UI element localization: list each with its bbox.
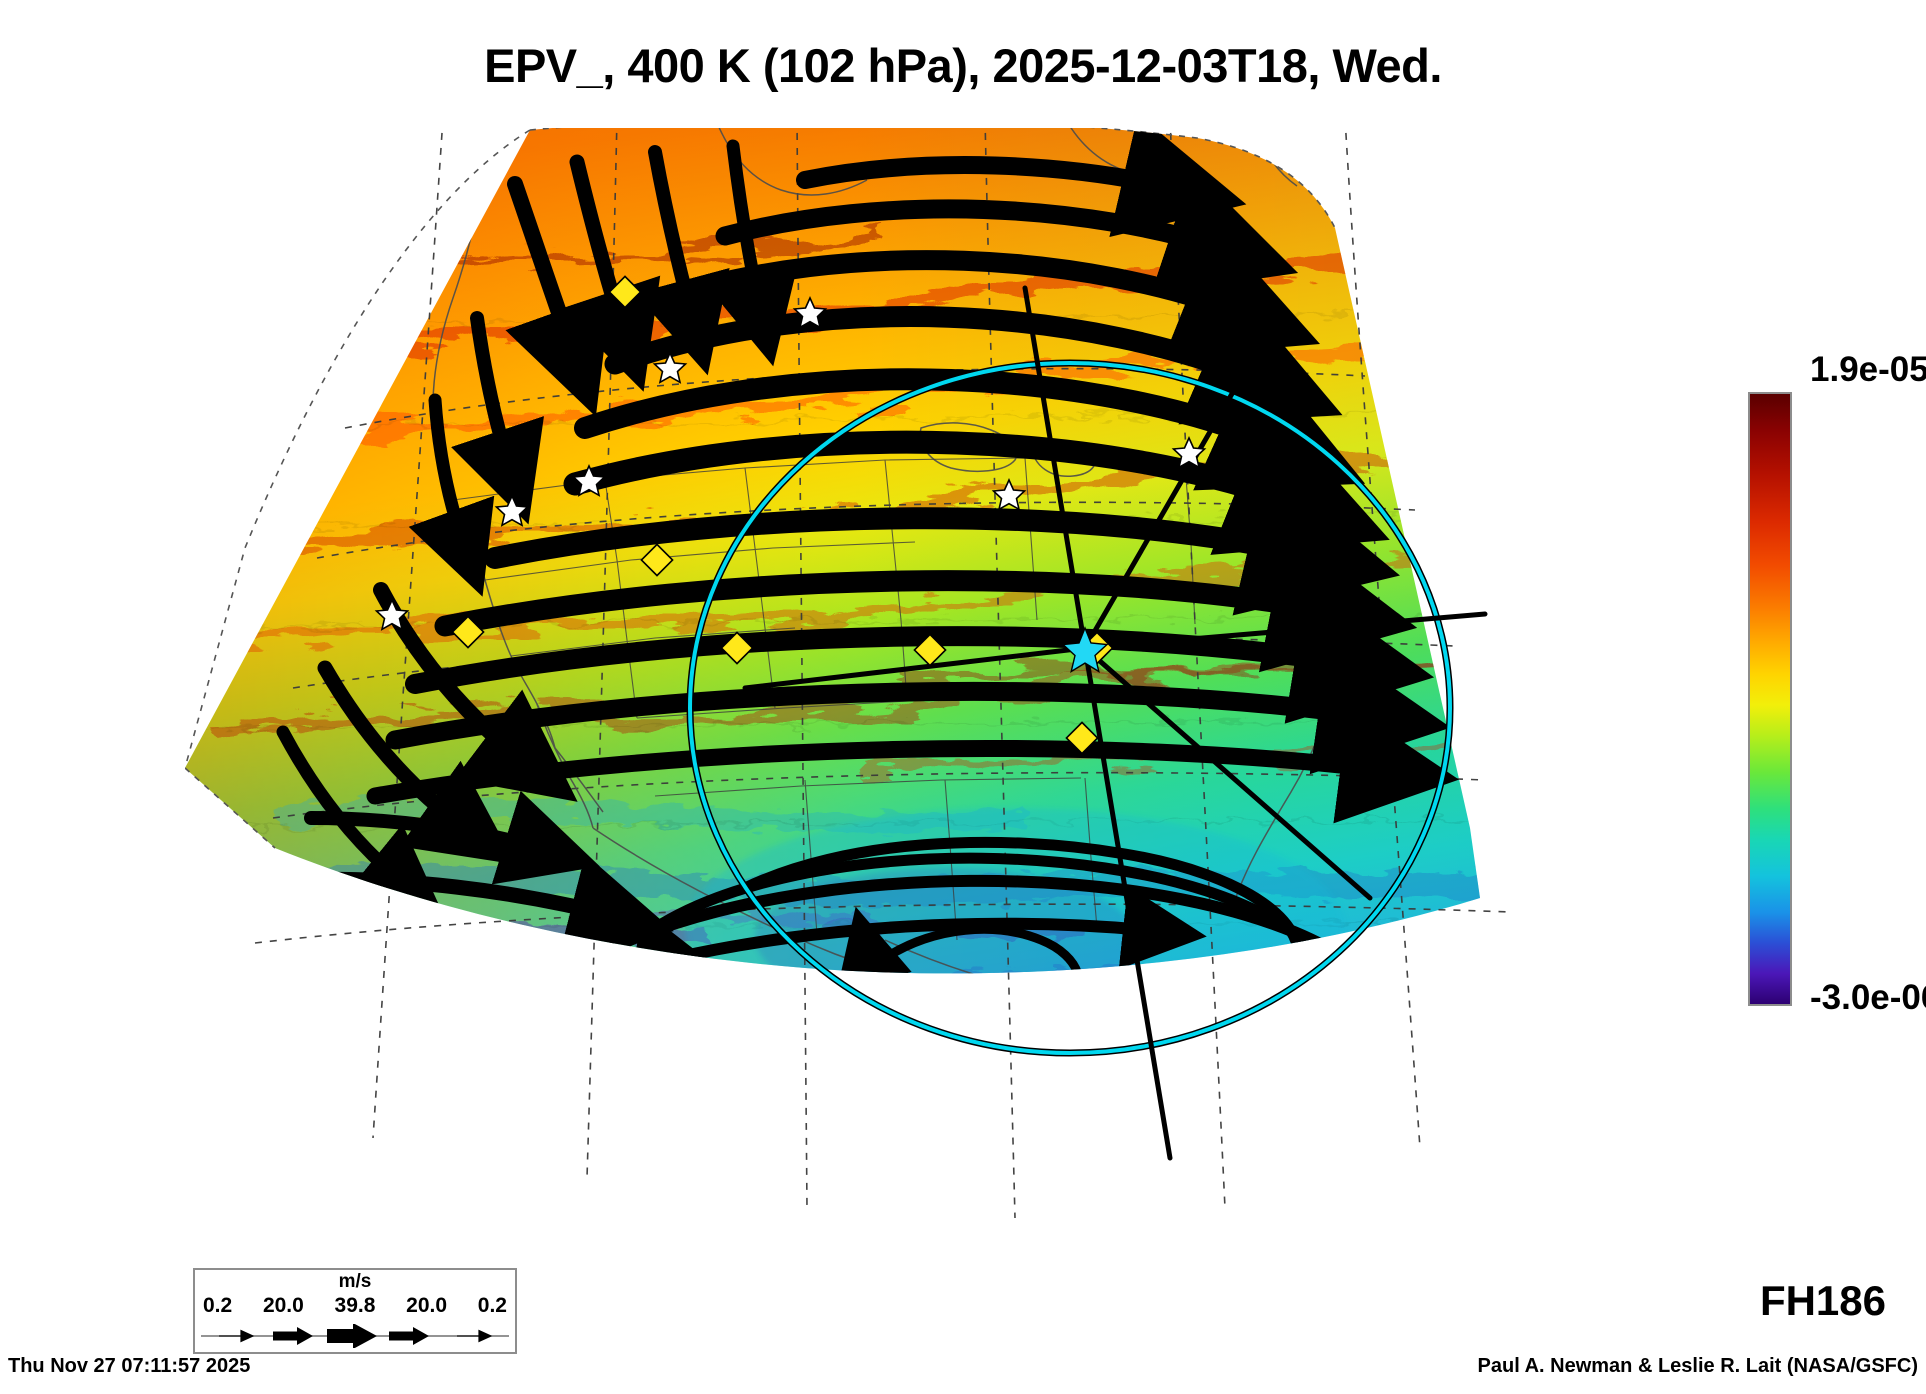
waypoint-marker — [720, 631, 754, 665]
ground-station-marker — [792, 296, 828, 329]
range-ring — [686, 359, 1454, 1057]
wind-tick-labels: 0.2 20.0 39.8 20.0 0.2 — [203, 1294, 507, 1318]
waypoint-marker — [1065, 721, 1099, 755]
map-border — [185, 128, 1336, 849]
wind-speed-legend: m/s 0.2 20.0 39.8 20.0 0.2 — [193, 1268, 517, 1354]
colorbar-gradient — [1748, 392, 1792, 1006]
author-credit: Paul A. Newman & Leslie R. Lait (NASA/GS… — [1477, 1355, 1918, 1377]
ground-station-marker — [652, 351, 688, 384]
waypoint-marker — [913, 633, 947, 667]
colorbar-max-label: 1.9e-05 — [1810, 350, 1926, 389]
ground-station-marker — [1171, 436, 1207, 469]
map-canvas[interactable] — [185, 128, 1675, 1268]
colorbar: 1.9e-05 -3.0e-06 — [1748, 350, 1926, 1017]
map-panel[interactable] — [185, 128, 1675, 1268]
waypoint-markers[interactable] — [451, 275, 1114, 755]
flight-tracks — [742, 285, 1488, 1161]
generation-timestamp: Thu Nov 27 07:11:57 2025 — [8, 1355, 251, 1377]
waypoint-marker — [608, 275, 642, 309]
page-title: EPV_, 400 K (102 hPa), 2025-12-03T18, We… — [484, 39, 1442, 92]
ground-station-marker — [991, 478, 1027, 511]
wind-tick-2: 39.8 — [334, 1294, 376, 1317]
waypoint-marker — [640, 543, 674, 577]
wind-units-label: m/s — [338, 1271, 372, 1292]
wind-tick-1: 20.0 — [262, 1294, 304, 1317]
wind-tick-3: 20.0 — [406, 1294, 448, 1317]
wind-tick-0: 0.2 — [203, 1294, 233, 1317]
forecast-hour-label: FH186 — [1759, 1277, 1886, 1324]
wind-arrow-scale — [201, 1324, 509, 1348]
ground-station-marker — [374, 598, 410, 631]
ground-station-markers[interactable] — [374, 296, 1207, 631]
colorbar-min-label: -3.0e-06 — [1810, 978, 1926, 1017]
ground-station-marker — [494, 494, 530, 527]
ground-station-marker — [571, 464, 607, 497]
aircraft-position-marker[interactable] — [1061, 626, 1109, 673]
waypoint-marker — [451, 615, 485, 649]
wind-tick-4: 0.2 — [477, 1294, 507, 1317]
